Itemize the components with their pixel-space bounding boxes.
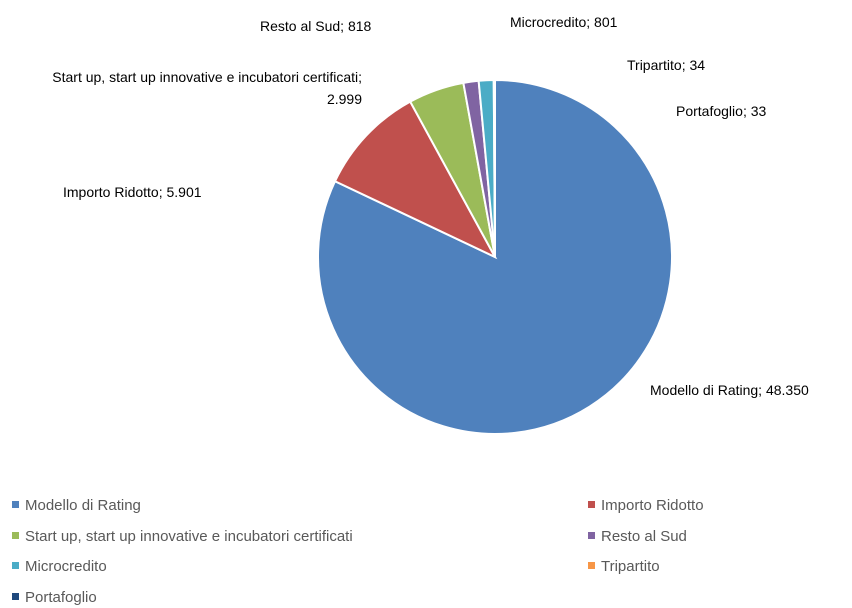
pie-slice — [493, 78, 496, 258]
legend-swatch — [12, 501, 19, 508]
legend-entry: Portafoglio — [12, 589, 97, 607]
legend-label: Start up, start up innovative e incubato… — [25, 527, 353, 545]
legend-label: Portafoglio — [25, 588, 97, 606]
data-label-name: Start up, start up innovative e incubato… — [52, 69, 359, 85]
pie-slice — [333, 100, 498, 260]
data-label-value: 48.350 — [765, 382, 809, 398]
data-label: Portafoglio; 33 — [676, 103, 767, 119]
data-label-name: Modello di Rating — [650, 382, 759, 398]
legend-label: Importo Ridotto — [601, 497, 704, 514]
data-label: Tripartito; 34 — [627, 57, 706, 73]
data-label-value: 34 — [689, 57, 706, 73]
legend-entry: Start up, start up innovative e incubato… — [12, 528, 353, 546]
legend-swatch — [588, 501, 595, 508]
legend-entry: Tripartito — [588, 558, 660, 576]
legend-entry: Modello di Rating — [12, 497, 141, 515]
legend-entry: Microcredito — [12, 558, 107, 576]
legend-label: Modello di Rating — [25, 497, 141, 514]
data-label: Resto al Sud; 818 — [260, 18, 372, 34]
legend-label: Resto al Sud — [601, 527, 687, 545]
legend-entry: Importo Ridotto — [588, 497, 704, 515]
pie-slice — [317, 78, 673, 435]
data-label-name: Microcredito — [510, 14, 587, 30]
legend-swatch — [588, 562, 595, 569]
data-label: Microcredito; 801 — [510, 14, 618, 30]
data-label-name: Resto al Sud — [260, 18, 341, 34]
legend-swatch — [12, 531, 19, 539]
legend-label: Microcredito — [25, 558, 107, 575]
data-label: Modello di Rating; 48.350 — [650, 382, 809, 398]
data-label-value: 33 — [750, 103, 767, 119]
data-label-name: Portafoglio — [676, 103, 743, 119]
data-label-name: Importo Ridotto — [63, 184, 159, 200]
legend-swatch — [588, 531, 595, 539]
data-label-value: 818 — [347, 18, 372, 34]
data-label: Importo Ridotto; 5.901 — [63, 184, 202, 200]
data-label-value: 801 — [594, 14, 618, 30]
data-label: Start up, start up innovative e incubato… — [52, 69, 362, 107]
legend-label: Tripartito — [601, 558, 660, 575]
legend-entry: Resto al Sud — [588, 528, 687, 546]
legend-swatch — [12, 562, 19, 569]
data-label-name: Tripartito — [627, 57, 682, 73]
data-label-value: 2.999 — [326, 91, 362, 107]
legend-swatch — [12, 592, 19, 600]
data-label-value: 5.901 — [166, 184, 202, 200]
